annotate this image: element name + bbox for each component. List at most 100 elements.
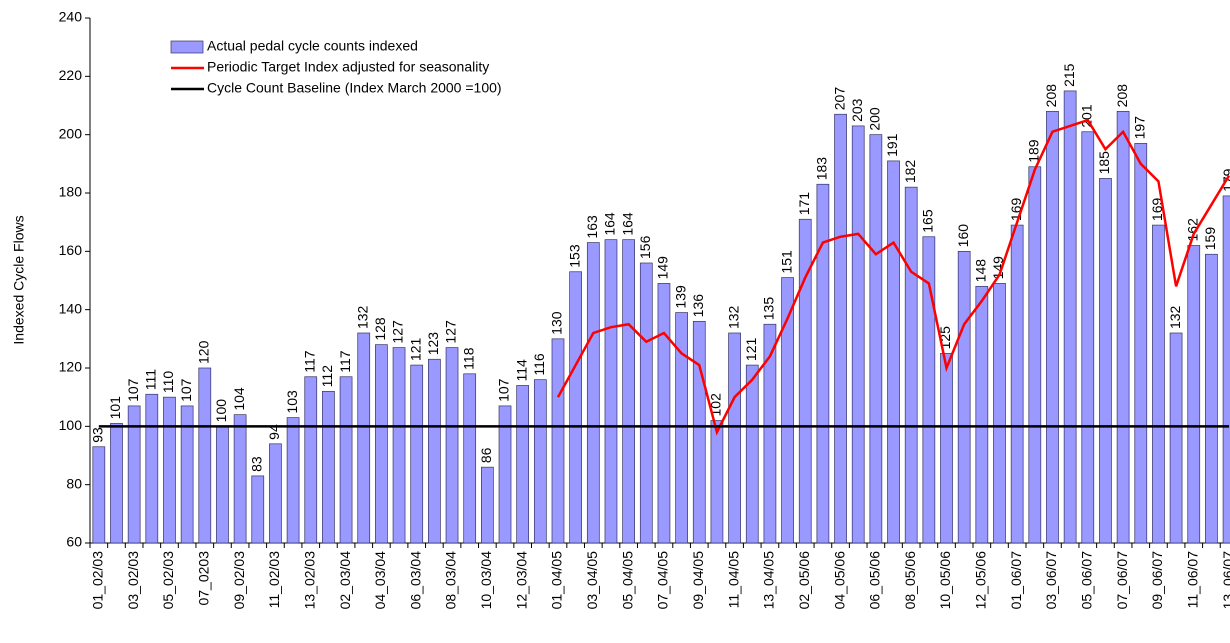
value-label: 207 xyxy=(831,87,847,111)
bar xyxy=(1169,332,1183,544)
bar xyxy=(322,390,335,544)
bar xyxy=(339,376,353,544)
bar xyxy=(1222,195,1230,544)
bar xyxy=(816,183,830,544)
x-tick-label: 05_06/07 xyxy=(1078,551,1094,610)
value-label: 162 xyxy=(1184,218,1200,242)
bar xyxy=(675,312,688,544)
x-tick-label: 13_06/07 xyxy=(1220,551,1230,610)
bar xyxy=(269,443,282,544)
bar xyxy=(163,396,176,544)
value-label: 117 xyxy=(337,350,353,373)
value-label: 118 xyxy=(460,347,476,370)
x-tick-label: 13_04/05 xyxy=(761,551,777,610)
value-label: 183 xyxy=(814,157,830,181)
value-label: 127 xyxy=(443,320,459,344)
value-label: 123 xyxy=(425,332,441,356)
x-tick-label: 05_04/05 xyxy=(619,551,635,610)
bar xyxy=(569,271,583,544)
bar xyxy=(781,277,794,544)
value-label: 107 xyxy=(125,378,141,402)
value-label: 132 xyxy=(725,305,741,329)
value-label: 215 xyxy=(1061,63,1077,87)
x-tick-label: 08_03/04 xyxy=(443,551,459,610)
bar xyxy=(1063,90,1077,544)
bar xyxy=(710,420,724,544)
value-label: 191 xyxy=(884,133,900,157)
x-tick-label: 12_05/06 xyxy=(973,551,989,610)
x-tick-label: 02_05/06 xyxy=(796,551,812,610)
legend-label: Periodic Target Index adjusted for seaso… xyxy=(207,59,489,75)
y-tick-label: 200 xyxy=(59,125,83,141)
bar xyxy=(428,358,441,544)
value-label: 149 xyxy=(990,256,1006,280)
value-label: 151 xyxy=(778,250,794,274)
value-label: 107 xyxy=(496,378,512,402)
bar xyxy=(922,236,936,544)
bar xyxy=(798,218,812,544)
value-label: 164 xyxy=(602,212,618,236)
value-label: 171 xyxy=(796,192,812,216)
value-label: 185 xyxy=(1096,151,1112,175)
x-tick-label: 13_02/03 xyxy=(301,551,317,610)
bar xyxy=(887,160,900,544)
bar xyxy=(1046,110,1059,544)
bar xyxy=(392,347,406,544)
value-label: 136 xyxy=(690,294,706,318)
bar xyxy=(180,405,194,544)
value-label: 94 xyxy=(266,424,282,440)
value-label: 116 xyxy=(531,353,547,376)
bar xyxy=(993,283,1006,544)
value-label: 159 xyxy=(1202,227,1218,251)
value-label: 83 xyxy=(248,456,264,472)
x-tick-label: 09_02/03 xyxy=(231,551,247,610)
bar xyxy=(622,239,635,544)
value-label: 107 xyxy=(178,378,194,402)
bar xyxy=(516,385,530,544)
y-tick-label: 180 xyxy=(59,184,83,200)
value-label: 200 xyxy=(867,107,883,131)
value-label: 128 xyxy=(372,317,388,341)
bar xyxy=(940,353,953,544)
x-tick-label: 11_02/03 xyxy=(266,551,282,609)
value-label: 165 xyxy=(920,209,936,233)
value-label: 100 xyxy=(213,399,229,423)
value-label: 112 xyxy=(319,365,335,388)
x-tick-label: 07_04/05 xyxy=(655,551,671,610)
value-label: 208 xyxy=(1114,84,1130,108)
y-tick-label: 220 xyxy=(59,67,83,83)
bar xyxy=(357,332,371,544)
bar xyxy=(1134,143,1148,544)
x-tick-label: 03_06/07 xyxy=(1043,551,1059,610)
value-label: 164 xyxy=(619,212,635,236)
value-label: 197 xyxy=(1131,116,1147,140)
x-tick-label: 01_02/03 xyxy=(90,551,106,610)
bar xyxy=(639,262,653,544)
value-label: 132 xyxy=(354,305,370,329)
x-tick-label: 05_02/03 xyxy=(160,551,176,610)
y-tick-label: 160 xyxy=(59,242,83,258)
x-tick-label: 08_05/06 xyxy=(902,551,918,610)
y-tick-label: 80 xyxy=(66,475,82,491)
bar xyxy=(110,423,123,544)
bar xyxy=(233,414,247,544)
value-label: 153 xyxy=(566,244,582,268)
bar xyxy=(198,367,212,544)
bar xyxy=(1205,253,1218,544)
x-tick-label: 02_03/04 xyxy=(337,551,353,610)
bar xyxy=(657,283,671,544)
value-label: 120 xyxy=(195,340,211,364)
bar xyxy=(481,466,494,544)
legend-swatch xyxy=(170,40,204,54)
value-label: 208 xyxy=(1043,84,1059,108)
bar xyxy=(692,320,706,544)
x-tick-label: 03_02/03 xyxy=(125,551,141,610)
bar xyxy=(1081,131,1095,544)
y-tick-label: 140 xyxy=(59,300,83,316)
bar xyxy=(1187,245,1201,544)
bar xyxy=(763,323,777,544)
bar xyxy=(975,285,989,544)
bar xyxy=(216,425,229,544)
y-tick-label: 120 xyxy=(59,359,83,375)
